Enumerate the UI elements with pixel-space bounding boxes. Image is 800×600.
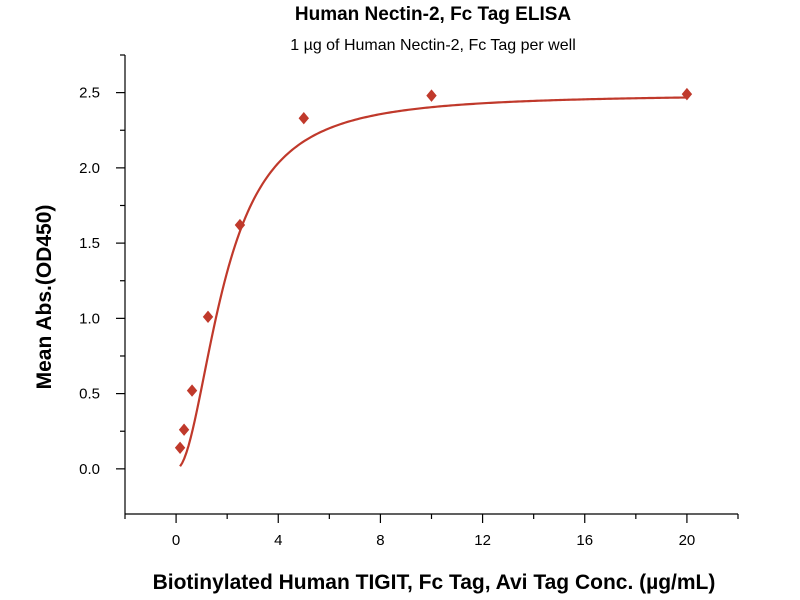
y-tick-label: 0.0 xyxy=(79,461,100,478)
data-point xyxy=(202,310,214,324)
data-point xyxy=(681,87,693,101)
x-tick-label: 16 xyxy=(576,532,593,549)
y-tick-label: 1.0 xyxy=(79,310,100,327)
x-tick-label: 4 xyxy=(274,532,282,549)
data-point xyxy=(426,89,437,102)
plot-area: 0 4 8 12 16 20 0.0 0.5 1.0 1.5 2.0 2.5 xyxy=(79,54,739,549)
data-point xyxy=(178,423,190,436)
x-tick-label: 8 xyxy=(376,532,384,549)
y-tick-label: 1.5 xyxy=(79,235,100,252)
y-tick-label: 2.0 xyxy=(79,160,100,177)
chart-title: Human Nectin-2, Fc Tag ELISA xyxy=(295,4,572,25)
x-tick-label: 20 xyxy=(679,532,696,549)
x-axis-title: Biotinylated Human TIGIT, Fc Tag, Avi Ta… xyxy=(153,571,716,594)
chart-subtitle: 1 µg of Human Nectin-2, Fc Tag per well xyxy=(290,37,576,54)
data-point xyxy=(234,218,246,232)
y-tick-label: 0.5 xyxy=(79,386,100,403)
x-tick-label: 12 xyxy=(474,532,491,549)
data-point xyxy=(174,441,186,454)
data-point xyxy=(298,112,309,125)
x-tick-label: 0 xyxy=(172,532,180,549)
fit-curve xyxy=(179,96,687,467)
y-axis-title: Mean Abs.(OD450) xyxy=(33,205,56,390)
data-point xyxy=(186,384,198,397)
y-tick-label: 2.5 xyxy=(79,85,100,102)
